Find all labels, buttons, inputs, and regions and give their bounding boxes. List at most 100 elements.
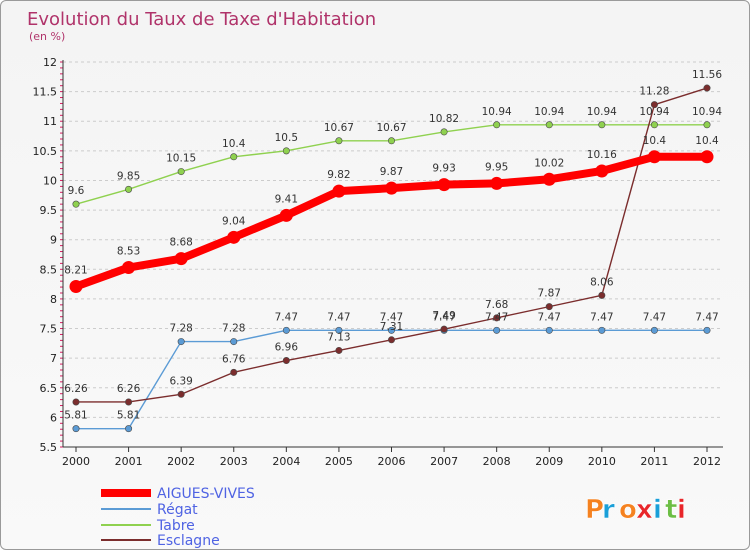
data-label-tabre: 10.82 xyxy=(429,113,459,125)
data-label-aigues-vives: 9.93 xyxy=(432,163,455,175)
data-point-esclagne xyxy=(493,314,501,322)
logo-letter: i xyxy=(653,495,662,525)
data-point-aigues-vives xyxy=(122,261,136,275)
data-label-tabre: 10.67 xyxy=(324,122,354,134)
data-label-esclagne: 7.49 xyxy=(432,310,455,322)
y-tick-label: 7.5 xyxy=(40,323,58,336)
data-point-regat xyxy=(230,338,238,346)
data-label-aigues-vives: 8.53 xyxy=(117,246,140,258)
data-point-esclagne xyxy=(282,357,290,365)
data-label-esclagne: 6.96 xyxy=(275,342,299,354)
data-label-esclagne: 11.28 xyxy=(639,86,669,98)
data-label-aigues-vives: 8.68 xyxy=(169,237,192,249)
data-point-tabre xyxy=(440,128,448,136)
data-label-aigues-vives: 9.95 xyxy=(485,161,508,173)
y-tick-label: 9 xyxy=(50,234,57,247)
data-point-aigues-vives xyxy=(542,172,556,186)
data-label-tabre: 10.94 xyxy=(692,106,722,118)
data-point-aigues-vives xyxy=(700,150,714,164)
data-point-tabre xyxy=(282,147,290,155)
data-point-aigues-vives xyxy=(174,252,188,266)
legend-label-aigues-vives: AIGUES-VIVES xyxy=(157,486,255,502)
data-point-regat xyxy=(545,326,553,334)
logo-letter: r xyxy=(602,495,615,525)
data-point-esclagne xyxy=(440,325,448,333)
data-point-esclagne xyxy=(230,368,238,376)
data-point-tabre xyxy=(493,121,501,129)
data-point-esclagne xyxy=(387,336,395,344)
data-point-aigues-vives xyxy=(490,176,504,190)
data-point-regat xyxy=(703,326,711,334)
data-label-esclagne: 7.68 xyxy=(485,299,508,311)
y-tick-label: 7 xyxy=(50,352,57,365)
data-label-esclagne: 7.87 xyxy=(538,288,561,300)
data-label-regat: 7.28 xyxy=(222,323,245,335)
y-tick-label: 8 xyxy=(50,293,57,306)
legend-label-regat: Régat xyxy=(157,502,198,518)
y-tick-label: 12 xyxy=(43,56,57,69)
data-label-aigues-vives: 10.02 xyxy=(534,157,564,169)
data-point-aigues-vives xyxy=(437,178,451,192)
y-tick-label: 6 xyxy=(50,411,57,424)
data-label-tabre: 10.94 xyxy=(482,106,512,118)
data-point-aigues-vives xyxy=(385,181,398,195)
logo-letter: x xyxy=(636,495,653,525)
data-point-esclagne xyxy=(650,101,658,109)
data-label-esclagne: 6.39 xyxy=(169,375,192,387)
data-point-regat xyxy=(650,326,658,334)
data-label-esclagne: 7.31 xyxy=(380,321,403,333)
x-tick-label: 2011 xyxy=(640,455,668,468)
y-tick-label: 8.5 xyxy=(40,263,58,276)
data-label-tabre: 10.94 xyxy=(587,106,617,118)
data-point-regat xyxy=(72,425,80,433)
data-label-aigues-vives: 10.16 xyxy=(587,149,617,161)
data-label-tabre: 10.4 xyxy=(222,138,246,150)
data-point-aigues-vives xyxy=(227,230,241,244)
x-tick-label: 2002 xyxy=(167,455,195,468)
data-label-esclagne: 6.26 xyxy=(117,383,141,395)
logo-letter: o xyxy=(619,495,637,525)
data-label-tabre: 10.67 xyxy=(376,122,406,134)
data-point-esclagne xyxy=(177,390,185,398)
x-tick-label: 2012 xyxy=(693,455,721,468)
data-label-aigues-vives: 10.4 xyxy=(695,135,719,147)
data-point-regat xyxy=(125,425,133,433)
data-label-regat: 7.47 xyxy=(380,311,403,323)
data-point-tabre xyxy=(545,121,553,129)
y-tick-label: 6.5 xyxy=(40,382,58,395)
y-tick-label: 11.5 xyxy=(33,86,58,99)
data-point-tabre xyxy=(598,121,606,129)
data-point-esclagne xyxy=(598,291,606,299)
data-label-esclagne: 6.26 xyxy=(64,383,88,395)
data-label-regat: 7.28 xyxy=(169,323,192,335)
data-point-tabre xyxy=(387,137,395,145)
data-label-tabre: 9.85 xyxy=(117,170,140,182)
data-labels: 8.21 8.53 8.68 9.04 9.41 9.82 9.87 9.93 9.95 10.0… xyxy=(64,69,722,422)
data-label-aigues-vives: 9.41 xyxy=(275,193,298,205)
data-label-tabre: 9.6 xyxy=(68,185,85,197)
y-tick-label: 10 xyxy=(43,174,57,187)
data-point-tabre xyxy=(72,200,80,208)
data-point-regat xyxy=(598,326,606,334)
data-label-esclagne: 7.13 xyxy=(327,331,350,343)
legend-label-tabre: Tabre xyxy=(156,518,195,534)
data-label-tabre: 10.5 xyxy=(275,132,298,144)
data-point-regat xyxy=(282,326,290,334)
data-label-tabre: 10.15 xyxy=(166,153,196,165)
proxiti-logo: Pr o x i t i xyxy=(585,495,687,526)
x-tick-label: 2010 xyxy=(588,455,616,468)
x-tick-label: 2001 xyxy=(115,455,143,468)
data-label-regat: 5.81 xyxy=(117,410,140,422)
grid xyxy=(63,61,723,418)
data-label-regat: 7.47 xyxy=(327,311,350,323)
data-point-regat xyxy=(177,338,185,346)
data-point-regat xyxy=(387,326,395,334)
data-label-regat: 7.47 xyxy=(695,311,718,323)
data-label-aigues-vives: 9.04 xyxy=(222,215,246,227)
x-tick-label: 2007 xyxy=(430,455,458,468)
data-label-aigues-vives: 8.21 xyxy=(64,264,87,276)
chart-subtitle: (en %) xyxy=(29,30,65,43)
